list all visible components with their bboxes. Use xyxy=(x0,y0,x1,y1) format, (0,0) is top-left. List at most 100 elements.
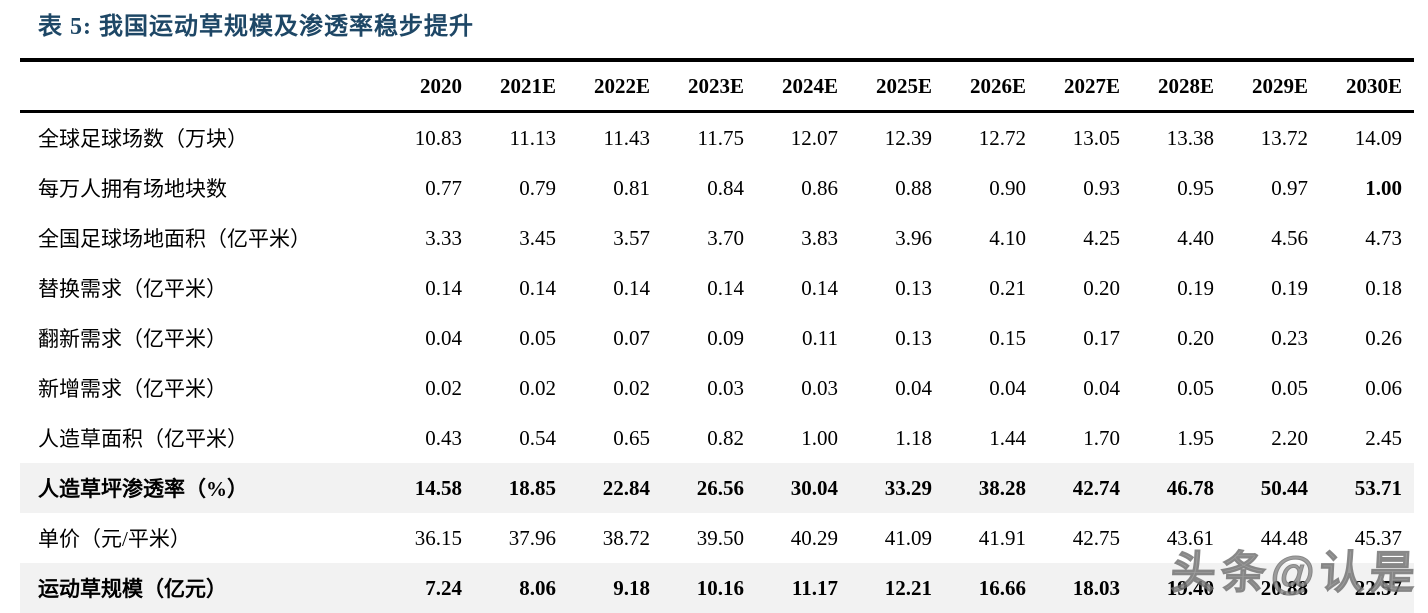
value-cell: 0.93 xyxy=(1026,163,1120,213)
value-cell: 11.17 xyxy=(744,563,838,613)
value-cell: 0.54 xyxy=(462,413,556,463)
row-label: 人造草面积（亿平米） xyxy=(20,413,368,463)
value-cell: 0.09 xyxy=(650,313,744,363)
row-label: 运动草规模（亿元） xyxy=(20,563,368,613)
value-cell: 9.18 xyxy=(556,563,650,613)
value-cell: 3.96 xyxy=(838,213,932,263)
value-cell: 0.14 xyxy=(462,263,556,313)
value-cell: 0.97 xyxy=(1214,163,1308,213)
value-cell: 4.73 xyxy=(1308,213,1414,263)
row-label: 全球足球场数（万块） xyxy=(20,112,368,164)
value-cell: 0.19 xyxy=(1214,263,1308,313)
value-cell: 8.06 xyxy=(462,563,556,613)
value-cell: 0.79 xyxy=(462,163,556,213)
watermark: 头条@认是 xyxy=(1169,536,1421,601)
column-header: 2026E xyxy=(932,60,1026,112)
value-cell: 33.29 xyxy=(838,463,932,513)
value-cell: 2.45 xyxy=(1308,413,1414,463)
value-cell: 46.78 xyxy=(1120,463,1214,513)
value-cell: 0.82 xyxy=(650,413,744,463)
value-cell: 0.03 xyxy=(650,363,744,413)
value-cell: 0.84 xyxy=(650,163,744,213)
value-cell: 1.00 xyxy=(744,413,838,463)
value-cell: 3.45 xyxy=(462,213,556,263)
value-cell: 0.81 xyxy=(556,163,650,213)
value-cell: 10.16 xyxy=(650,563,744,613)
value-cell: 1.18 xyxy=(838,413,932,463)
value-cell: 40.29 xyxy=(744,513,838,563)
value-cell: 0.18 xyxy=(1308,263,1414,313)
column-header: 2020 xyxy=(368,60,462,112)
value-cell: 0.11 xyxy=(744,313,838,363)
value-cell: 42.74 xyxy=(1026,463,1120,513)
value-cell: 0.02 xyxy=(368,363,462,413)
value-cell: 37.96 xyxy=(462,513,556,563)
value-cell: 0.04 xyxy=(932,363,1026,413)
row-label: 单价（元/平米） xyxy=(20,513,368,563)
row-label: 新增需求（亿平米） xyxy=(20,363,368,413)
value-cell: 0.06 xyxy=(1308,363,1414,413)
value-cell: 10.83 xyxy=(368,112,462,164)
value-cell: 1.00 xyxy=(1308,163,1414,213)
value-cell: 0.90 xyxy=(932,163,1026,213)
value-cell: 4.10 xyxy=(932,213,1026,263)
value-cell: 18.03 xyxy=(1026,563,1120,613)
value-cell: 1.95 xyxy=(1120,413,1214,463)
value-cell: 3.33 xyxy=(368,213,462,263)
column-header: 2027E xyxy=(1026,60,1120,112)
value-cell: 0.05 xyxy=(462,313,556,363)
value-cell: 14.58 xyxy=(368,463,462,513)
value-cell: 4.25 xyxy=(1026,213,1120,263)
column-header: 2025E xyxy=(838,60,932,112)
value-cell: 0.26 xyxy=(1308,313,1414,363)
value-cell: 0.04 xyxy=(1026,363,1120,413)
value-cell: 0.05 xyxy=(1214,363,1308,413)
value-cell: 3.83 xyxy=(744,213,838,263)
value-cell: 41.91 xyxy=(932,513,1026,563)
value-cell: 11.43 xyxy=(556,112,650,164)
value-cell: 0.03 xyxy=(744,363,838,413)
value-cell: 42.75 xyxy=(1026,513,1120,563)
column-header: 2022E xyxy=(556,60,650,112)
value-cell: 0.14 xyxy=(650,263,744,313)
value-cell: 3.57 xyxy=(556,213,650,263)
column-header: 2021E xyxy=(462,60,556,112)
value-cell: 41.09 xyxy=(838,513,932,563)
column-header: 2030E xyxy=(1308,60,1414,112)
value-cell: 22.84 xyxy=(556,463,650,513)
value-cell: 0.88 xyxy=(838,163,932,213)
value-cell: 0.86 xyxy=(744,163,838,213)
value-cell: 36.15 xyxy=(368,513,462,563)
value-cell: 0.19 xyxy=(1120,263,1214,313)
row-label: 全国足球场地面积（亿平米） xyxy=(20,213,368,263)
value-cell: 38.72 xyxy=(556,513,650,563)
value-cell: 18.85 xyxy=(462,463,556,513)
value-cell: 0.20 xyxy=(1026,263,1120,313)
value-cell: 0.14 xyxy=(368,263,462,313)
row-label: 人造草坪渗透率（%） xyxy=(20,463,368,513)
value-cell: 12.39 xyxy=(838,112,932,164)
value-cell: 0.14 xyxy=(744,263,838,313)
column-header: 2024E xyxy=(744,60,838,112)
value-cell: 0.15 xyxy=(932,313,1026,363)
value-cell: 50.44 xyxy=(1214,463,1308,513)
value-cell: 1.44 xyxy=(932,413,1026,463)
value-cell: 0.95 xyxy=(1120,163,1214,213)
value-cell: 0.04 xyxy=(368,313,462,363)
value-cell: 11.13 xyxy=(462,112,556,164)
value-cell: 39.50 xyxy=(650,513,744,563)
value-cell: 3.70 xyxy=(650,213,744,263)
value-cell: 4.56 xyxy=(1214,213,1308,263)
value-cell: 13.38 xyxy=(1120,112,1214,164)
value-cell: 13.05 xyxy=(1026,112,1120,164)
value-cell: 0.65 xyxy=(556,413,650,463)
value-cell: 14.09 xyxy=(1308,112,1414,164)
value-cell: 0.05 xyxy=(1120,363,1214,413)
